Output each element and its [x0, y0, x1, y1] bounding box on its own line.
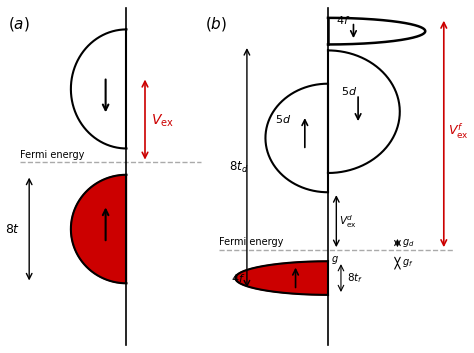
Text: Fermi energy: Fermi energy: [20, 150, 84, 160]
Text: $g_{f}$: $g_{f}$: [402, 257, 413, 269]
Text: $g_{d}$: $g_{d}$: [402, 237, 415, 249]
Text: $8t_{f}$: $8t_{f}$: [347, 271, 364, 285]
Text: $5d$: $5d$: [275, 113, 291, 125]
Text: $8t$: $8t$: [5, 222, 20, 235]
Text: $5d$: $5d$: [341, 85, 357, 97]
Text: $8t_{d}$: $8t_{d}$: [229, 160, 249, 175]
Text: $4f$: $4f$: [231, 272, 245, 284]
Text: Fermi energy: Fermi energy: [219, 237, 283, 247]
Polygon shape: [235, 261, 328, 295]
Text: $(b)$: $(b)$: [205, 16, 228, 34]
Text: $V_{\rm ex}^{f}$: $V_{\rm ex}^{f}$: [448, 121, 469, 141]
Polygon shape: [71, 175, 127, 283]
Text: $g$: $g$: [331, 254, 338, 266]
Text: $(a)$: $(a)$: [9, 16, 30, 34]
Text: $V_{\rm ex}^{d}$: $V_{\rm ex}^{d}$: [338, 214, 356, 231]
Text: $V_{\rm ex}$: $V_{\rm ex}$: [151, 112, 173, 128]
Text: $4f$: $4f$: [337, 14, 351, 26]
